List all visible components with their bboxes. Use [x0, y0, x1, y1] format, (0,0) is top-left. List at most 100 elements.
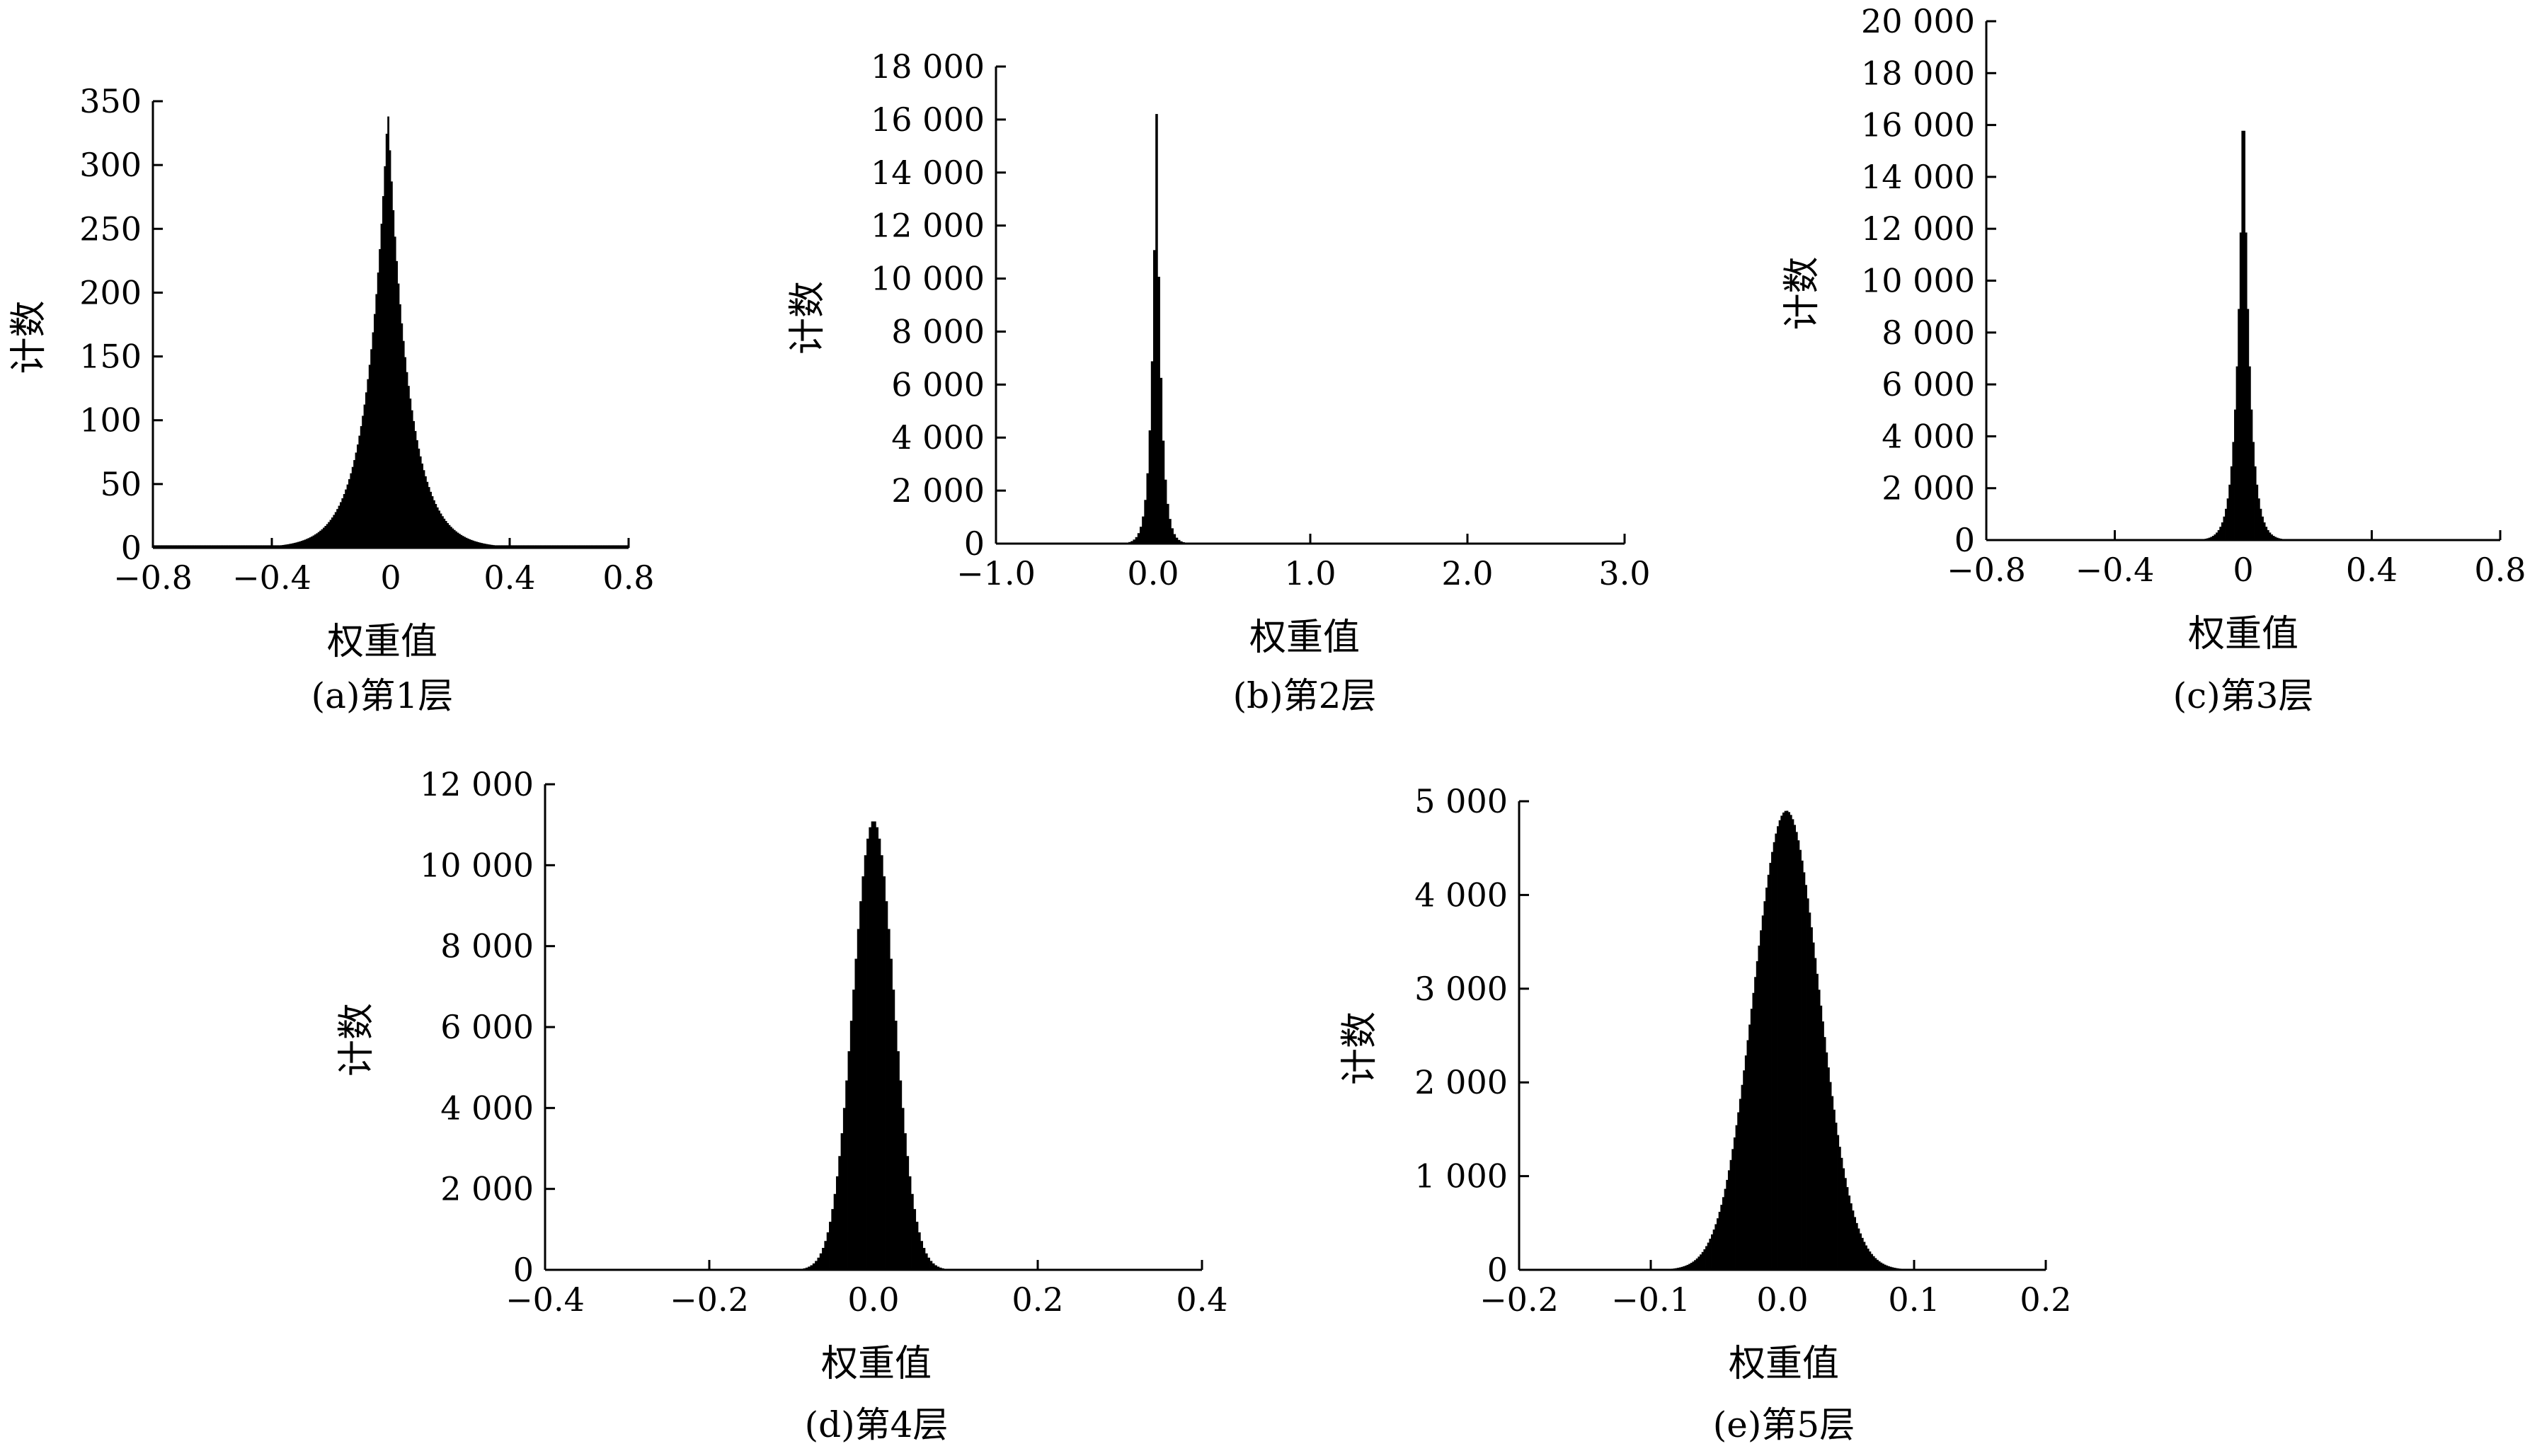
x-tick-label: −0.4 [232, 558, 311, 597]
x-axis-title: 权重值 [327, 621, 437, 663]
histogram-bar [436, 507, 439, 548]
histogram-bar [1741, 1084, 1744, 1270]
histogram-bar [520, 545, 522, 548]
histogram-bar [353, 459, 355, 548]
y-tick-label: 0 [513, 1251, 534, 1289]
y-tick-label: 10 000 [420, 846, 534, 884]
histogram-bar [563, 545, 566, 548]
y-tick-label: 5 000 [1414, 782, 1508, 820]
histogram-bar [939, 1267, 942, 1270]
histogram-bar [535, 545, 537, 548]
histogram-bar [1705, 1246, 1708, 1270]
histogram-bar [170, 545, 172, 548]
histogram-bar [1722, 1197, 1725, 1270]
histogram-bar [504, 545, 507, 548]
histogram-bar [482, 543, 485, 548]
histogram-bar [175, 545, 177, 548]
histogram-bar [459, 534, 461, 548]
histogram-bar [533, 545, 536, 548]
histogram-bar [448, 524, 451, 548]
histogram-bar [1765, 887, 1768, 1270]
histogram-bar [1827, 1067, 1830, 1270]
histogram-bar [1175, 537, 1179, 544]
histogram-bar [462, 536, 464, 548]
y-tick-label: 10 000 [871, 260, 985, 298]
y-axis-title: 计数 [1339, 1011, 1381, 1085]
histogram-bar [2252, 442, 2255, 540]
histogram-bar [614, 545, 617, 548]
histogram-bar [340, 502, 342, 548]
histogram-bar [392, 210, 395, 548]
histogram-bar [263, 545, 265, 548]
histogram-bar [1793, 825, 1796, 1270]
histogram-bar [457, 532, 459, 548]
histogram-bar [328, 522, 330, 548]
histogram-bar [1790, 815, 1792, 1270]
y-tick-label: 350 [79, 82, 142, 120]
histogram-bar [2272, 536, 2275, 540]
y-axis-title: 计数 [8, 300, 50, 374]
panel-caption: (d)第4层 [805, 1404, 949, 1445]
histogram-bar [2216, 532, 2218, 540]
histogram-bar [1758, 945, 1760, 1270]
histogram-bar [418, 448, 420, 548]
histogram-bar [421, 463, 423, 548]
histogram-bar [239, 545, 242, 548]
histogram-bar [1729, 1159, 1732, 1270]
histogram-bar [231, 545, 234, 548]
histogram-bar [370, 349, 372, 548]
histogram-bar [382, 196, 384, 548]
y-tick-label: 6 000 [440, 1008, 534, 1046]
histogram-bar [549, 545, 551, 548]
y-tick-label: 1 000 [1414, 1157, 1508, 1196]
histogram-bar [164, 545, 167, 548]
histogram-bar [447, 522, 449, 548]
panel-caption: (b)第2层 [1233, 675, 1377, 716]
histogram-bar [476, 541, 478, 548]
histogram-bar [460, 534, 463, 548]
histogram-bar [892, 990, 895, 1270]
histogram-bar [609, 545, 612, 548]
histogram-bar [158, 545, 160, 548]
histogram-bar [901, 1108, 905, 1270]
histogram-bar [810, 1265, 813, 1270]
histogram-bar [511, 545, 514, 548]
histogram-bar [205, 545, 208, 548]
histogram-bar [394, 236, 396, 548]
histogram-bar [2241, 130, 2244, 541]
x-tick-label: 0.2 [2020, 1280, 2071, 1319]
histogram-bar [1144, 500, 1147, 544]
histogram-bar [532, 545, 534, 548]
histogram-bar [413, 420, 415, 548]
x-tick-label: 0.8 [2474, 551, 2525, 589]
histogram-bar [282, 544, 285, 548]
x-tick-label: 0.2 [1012, 1280, 1063, 1319]
x-tick-label: 0.0 [1756, 1280, 1808, 1319]
histogram-bar [1823, 1037, 1826, 1270]
histogram-bar [1717, 1218, 1719, 1270]
histogram-bar [2265, 527, 2268, 540]
histogram-bar [416, 440, 418, 548]
histogram-bar [1782, 812, 1785, 1270]
histogram-bar [438, 510, 440, 548]
histogram-bar [885, 901, 888, 1270]
histogram-bar [425, 476, 427, 548]
histogram-bar [546, 545, 549, 548]
histogram-bar [360, 426, 362, 548]
histogram-bar [292, 543, 294, 548]
panel-5: −0.2 −0.1 0.0 0.1 0.2 0 1 000 2 000 3 000 4 000 5 … [1339, 782, 2072, 1445]
histogram-bar [2217, 529, 2220, 540]
y-tick-label: 3 000 [1414, 970, 1508, 1008]
histogram-bar [1848, 1196, 1851, 1270]
histogram-bar [443, 518, 446, 548]
histogram-bar [302, 540, 304, 548]
histogram-bar [529, 545, 532, 548]
histogram-bar [2248, 366, 2251, 540]
x-tick-label: 0.4 [2346, 551, 2398, 589]
histogram-bar [273, 545, 276, 548]
x-axis-title: 权重值 [1729, 1343, 1839, 1385]
histogram-bar [183, 545, 185, 548]
histogram-bar [210, 545, 213, 548]
histogram-bar [1157, 276, 1160, 544]
